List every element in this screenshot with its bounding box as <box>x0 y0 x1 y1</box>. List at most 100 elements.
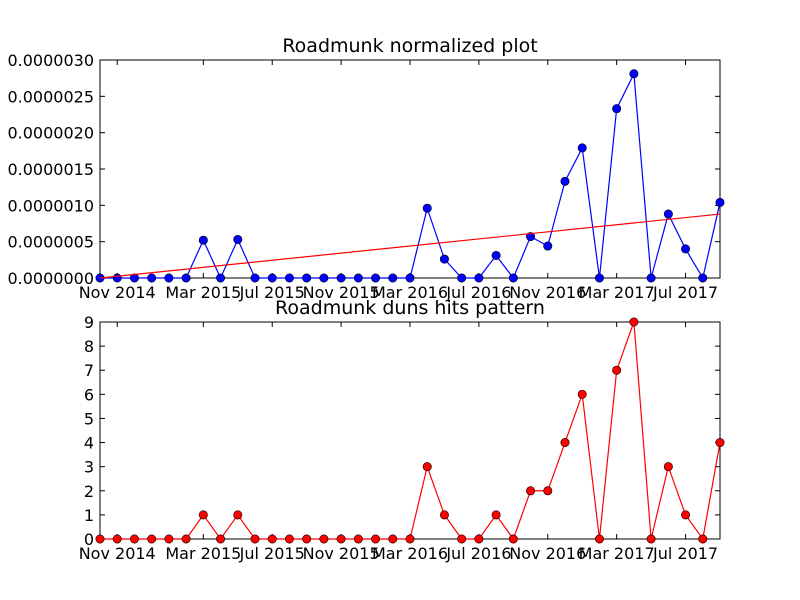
data-point <box>371 534 381 544</box>
data-point <box>698 534 708 544</box>
data-point <box>698 273 708 283</box>
data-point <box>164 273 174 283</box>
data-point <box>405 273 415 283</box>
data-point <box>543 486 553 496</box>
data-point <box>543 241 553 251</box>
x-tick-label: Mar 2016 <box>372 283 448 302</box>
y-tick-label: 0.0000005 <box>7 233 94 252</box>
data-point <box>353 534 363 544</box>
y-tick-label: 0.0000030 <box>7 51 94 70</box>
data-point <box>681 244 691 254</box>
data-point <box>198 510 208 520</box>
x-tick-label: Mar 2015 <box>165 283 241 302</box>
data-point <box>646 273 656 283</box>
data-point <box>457 534 467 544</box>
data-point <box>526 232 536 242</box>
data-point <box>629 317 639 327</box>
x-tick-label: Nov 2014 <box>79 283 156 302</box>
y-tick-label: 0.0000015 <box>7 160 94 179</box>
normalized-plot-panel: Roadmunk normalized plot 0.0000000 0.00000… <box>7 35 725 302</box>
data-point <box>181 534 191 544</box>
y-tick-label: 3 <box>84 458 94 477</box>
data-point <box>284 273 294 283</box>
data-point <box>715 197 725 207</box>
y-tick-label: 0.0000010 <box>7 196 94 215</box>
data-point <box>612 104 622 114</box>
data-point <box>439 510 449 520</box>
data-point <box>267 273 277 283</box>
data-point <box>112 534 122 544</box>
data-point <box>233 234 243 244</box>
y-tick-label: 0.0000000 <box>7 269 94 288</box>
y-tick-label: 1 <box>84 506 94 525</box>
chart-title: Roadmunk normalized plot <box>282 35 537 57</box>
x-tick-label: Nov 2015 <box>303 283 380 302</box>
trend-line <box>99 213 721 279</box>
x-tick-label: Mar 2017 <box>579 544 655 563</box>
x-tick-label: Nov 2015 <box>303 544 380 563</box>
data-point <box>612 365 622 375</box>
data-point <box>284 534 294 544</box>
y-tick-label: 0 <box>84 530 94 549</box>
x-tick-label: Jul 2015 <box>239 283 305 302</box>
x-tick-label: Jul 2017 <box>652 544 718 563</box>
data-point <box>646 534 656 544</box>
y-tick-label: 5 <box>84 409 94 428</box>
data-point <box>112 273 122 283</box>
data-point <box>715 438 725 448</box>
data-point <box>129 534 139 544</box>
y-tick-label: 2 <box>84 482 94 501</box>
data-point <box>491 510 501 520</box>
plot-area <box>99 321 721 540</box>
data-point <box>129 273 139 283</box>
data-point <box>663 209 673 219</box>
data-point <box>508 534 518 544</box>
data-point <box>302 273 312 283</box>
data-point <box>560 176 570 186</box>
data-point <box>336 534 346 544</box>
x-tick-label: Jul 2015 <box>239 544 305 563</box>
data-point <box>629 69 639 79</box>
x-tick-label: Mar 2017 <box>579 283 655 302</box>
x-tick-label: Jul 2016 <box>445 283 511 302</box>
data-point <box>198 235 208 245</box>
data-point <box>147 534 157 544</box>
data-point <box>388 534 398 544</box>
x-tick-label: Jul 2016 <box>445 544 511 563</box>
data-point <box>474 534 484 544</box>
data-point <box>457 273 467 283</box>
y-tick-label: 6 <box>84 385 94 404</box>
data-point <box>267 534 277 544</box>
data-point <box>577 389 587 399</box>
y-tick-label: 7 <box>84 361 94 380</box>
x-tick-label: Nov 2014 <box>79 544 156 563</box>
data-point <box>336 273 346 283</box>
data-point <box>181 273 191 283</box>
data-point <box>526 486 536 496</box>
y-tick-label: 0.0000020 <box>7 124 94 143</box>
data-point <box>164 534 174 544</box>
duns-hits-panel: Roadmunk duns hits pattern 0 1 2 3 4 5 6 7 8 9 Nov … <box>79 297 725 563</box>
y-tick-label: 8 <box>84 337 94 356</box>
data-point <box>560 438 570 448</box>
data-point <box>371 273 381 283</box>
data-point <box>491 250 501 260</box>
data-point <box>233 510 243 520</box>
data-point <box>353 273 363 283</box>
data-point <box>422 462 432 472</box>
x-tick-label: Jul 2017 <box>652 283 718 302</box>
data-point <box>594 534 604 544</box>
data-point <box>147 273 157 283</box>
data-point <box>388 273 398 283</box>
data-point <box>439 254 449 264</box>
chart-title: Roadmunk duns hits pattern <box>275 297 545 319</box>
x-tick-label: Nov 2016 <box>509 283 586 302</box>
data-point <box>422 203 432 213</box>
data-point <box>216 534 226 544</box>
y-tick-label: 0.0000025 <box>7 87 94 106</box>
data-point <box>302 534 312 544</box>
y-tick-label: 4 <box>84 434 94 453</box>
data-point <box>508 273 518 283</box>
data-point <box>405 534 415 544</box>
